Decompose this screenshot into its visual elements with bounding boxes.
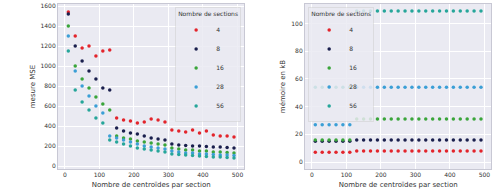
- svg-text:300: 300: [163, 171, 175, 178]
- svg-text:56: 56: [216, 102, 224, 109]
- svg-text:600: 600: [44, 102, 56, 109]
- svg-text:400: 400: [44, 122, 56, 129]
- svg-text:8: 8: [216, 45, 220, 52]
- svg-text:28: 28: [216, 83, 224, 90]
- svg-text:0: 0: [52, 162, 56, 169]
- svg-text:100: 100: [94, 171, 106, 178]
- svg-text:500: 500: [479, 171, 491, 178]
- svg-text:0: 0: [63, 171, 67, 178]
- svg-text:1000: 1000: [40, 62, 55, 69]
- svg-text:100: 100: [341, 171, 353, 178]
- svg-text:500: 500: [232, 171, 244, 178]
- svg-text:16: 16: [349, 64, 357, 71]
- svg-text:4: 4: [349, 26, 353, 33]
- svg-text:56: 56: [349, 102, 357, 109]
- svg-text:400: 400: [197, 171, 209, 178]
- svg-text:0: 0: [299, 158, 303, 165]
- svg-text:1600: 1600: [40, 2, 55, 9]
- svg-text:100: 100: [291, 20, 303, 27]
- svg-text:1200: 1200: [40, 42, 55, 49]
- svg-text:300: 300: [410, 171, 422, 178]
- svg-text:60: 60: [295, 75, 303, 82]
- svg-text:20: 20: [295, 130, 303, 137]
- svg-text:0: 0: [310, 171, 314, 178]
- svg-text:8: 8: [349, 45, 353, 52]
- svg-text:400: 400: [444, 171, 456, 178]
- svg-text:4: 4: [216, 26, 220, 33]
- svg-text:Nombre de sections: Nombre de sections: [311, 10, 371, 17]
- svg-text:mémoire en kB: mémoire en kB: [279, 60, 287, 113]
- svg-text:200: 200: [128, 171, 140, 178]
- svg-text:Nombre de sections: Nombre de sections: [178, 10, 238, 17]
- svg-text:Nombre de centroïdes par secti: Nombre de centroïdes par section: [92, 181, 211, 189]
- svg-text:800: 800: [44, 82, 56, 89]
- svg-text:1400: 1400: [40, 22, 55, 29]
- svg-text:80: 80: [295, 47, 303, 54]
- svg-text:200: 200: [44, 142, 56, 149]
- svg-text:200: 200: [375, 171, 387, 178]
- svg-text:28: 28: [349, 83, 357, 90]
- svg-text:40: 40: [295, 103, 303, 110]
- svg-text:mesure MSE: mesure MSE: [29, 65, 37, 108]
- svg-text:Nombre de centroïdes par secti: Nombre de centroïdes par section: [339, 181, 458, 189]
- svg-text:16: 16: [216, 64, 224, 71]
